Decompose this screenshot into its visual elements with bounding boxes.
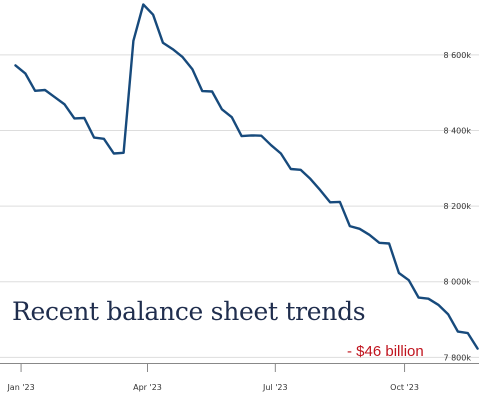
y-tick-label: 8 600k xyxy=(443,51,471,60)
x-tick-label: Jan '23 xyxy=(6,383,34,392)
y-tick-label: 8 000k xyxy=(443,278,471,287)
x-axis-ticks: Jan '23 Apr '23 Jul '23 Oct '23 xyxy=(6,363,419,392)
y-tick-label: 8 200k xyxy=(443,202,471,211)
y-axis-tick-labels: 7 800k 8 000k 8 200k 8 400k 8 600k xyxy=(443,51,471,363)
gridlines xyxy=(0,54,479,358)
y-tick-label: 7 800k xyxy=(443,353,471,362)
chart-title: Recent balance sheet trends xyxy=(12,297,366,326)
x-tick-label: Oct '23 xyxy=(390,383,419,392)
y-tick-label: 8 400k xyxy=(443,126,471,135)
change-annotation: - $46 billion xyxy=(347,343,424,360)
x-tick-label: Apr '23 xyxy=(133,383,162,392)
balance-sheet-series-line xyxy=(14,3,479,350)
x-tick-label: Jul '23 xyxy=(262,383,288,392)
